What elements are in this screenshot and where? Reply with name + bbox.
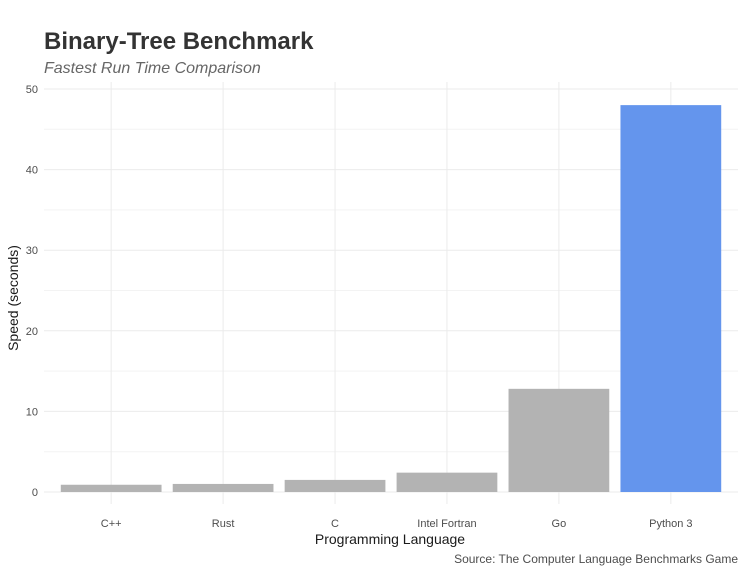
- y-tick-label: 50: [26, 84, 38, 96]
- bar: [172, 483, 274, 492]
- y-tick-label: 30: [26, 245, 38, 257]
- bar: [620, 105, 722, 493]
- chart-title: Binary-Tree Benchmark: [44, 28, 314, 55]
- bar: [508, 388, 610, 492]
- bar: [284, 479, 386, 492]
- x-tick-label: Go: [552, 518, 567, 530]
- y-axis-label: Speed (seconds): [5, 245, 21, 351]
- y-tick-label: 20: [26, 326, 38, 338]
- bar: [60, 484, 162, 492]
- x-tick-label: C: [331, 518, 339, 530]
- chart-subtitle: Fastest Run Time Comparison: [44, 60, 261, 77]
- x-tick-label: Rust: [212, 518, 235, 530]
- bar: [396, 472, 498, 492]
- y-tick-label: 0: [32, 487, 38, 499]
- chart-caption: Source: The Computer Language Benchmarks…: [454, 552, 738, 566]
- x-tick-label: C++: [101, 518, 122, 530]
- x-axis-label: Programming Language: [315, 531, 465, 547]
- x-tick-label: Python 3: [649, 518, 692, 530]
- x-tick-label: Intel Fortran: [417, 518, 476, 530]
- x-tick-labels: C++ Rust C Intel Fortran Go Python 3: [101, 518, 693, 530]
- y-tick-labels: 0 10 20 30 40 50: [26, 84, 38, 499]
- bar-layer: [60, 105, 722, 493]
- y-tick-label: 40: [26, 165, 38, 177]
- y-tick-label: 10: [26, 406, 38, 418]
